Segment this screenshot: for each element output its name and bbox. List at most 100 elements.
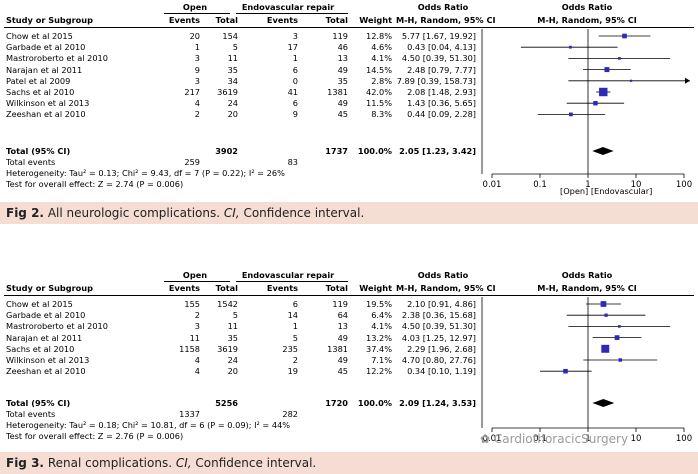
study-column-header: Study or Subgroup	[6, 283, 94, 293]
total-endo: 49	[337, 98, 348, 109]
pooled-diamond	[592, 147, 614, 155]
total-open: 35	[227, 64, 238, 75]
total-ci: 2.05 [1.23, 3.42]	[399, 146, 476, 156]
total-open: 1542	[217, 299, 238, 309]
study-marker	[629, 79, 633, 82]
total-open: 3619	[217, 343, 238, 354]
events-header-endo: Events	[266, 15, 298, 25]
total-weight: 100.0%	[357, 398, 392, 408]
weight-value: 14.5%	[365, 64, 392, 75]
or-column-title: Odds Ratio	[417, 270, 469, 280]
pooled-diamond	[592, 399, 615, 407]
weight-value: 19.5%	[365, 299, 392, 309]
or-ci-value: 4.70 [0.80, 27.76]	[401, 355, 476, 365]
total-events-endo: 83	[287, 157, 298, 167]
total-open: 35	[227, 332, 238, 343]
total-open: 11	[227, 321, 238, 332]
study-name: Narajan et al 2011	[6, 332, 83, 343]
x-tick-label: 0.1	[533, 180, 547, 190]
total-endo: 45	[337, 109, 348, 120]
study-name: Garbade et al 2010	[6, 310, 86, 321]
events-endo: 1	[292, 321, 298, 332]
study-marker	[601, 344, 610, 353]
total-endo: 49	[337, 355, 348, 365]
events-open: 11	[189, 332, 200, 343]
weight-value: 11.5%	[365, 98, 392, 109]
study-marker	[604, 67, 610, 73]
weight-value: 8.3%	[371, 109, 392, 120]
or-ci-value: 2.48 [0.79, 7.77]	[407, 64, 476, 75]
total-label: Total (95% CI)	[6, 398, 71, 408]
events-header-open: Events	[168, 283, 200, 293]
caption-label: Fig 3.	[6, 456, 44, 470]
total-endo: 13	[337, 321, 348, 332]
or-ci-value: 0.43 [0.04, 4.13]	[407, 42, 476, 53]
study-marker	[622, 33, 627, 39]
total-open: 24	[227, 98, 238, 109]
total-header-endo: Total	[325, 15, 348, 25]
study-name: Sachs et al 2010	[6, 87, 75, 97]
or-plot-title: Odds Ratio	[561, 2, 613, 12]
header-rule	[4, 27, 694, 28]
total-endo: 1381	[327, 87, 348, 97]
or-ci-value: 5.77 [1.67, 19.92]	[401, 31, 476, 41]
x-tick-label: 10	[631, 180, 642, 190]
watermark-text: CardiothoracicSurgery	[493, 432, 629, 446]
or-plot-title: Odds Ratio	[561, 270, 613, 280]
study-name: Chow et al 2015	[6, 299, 73, 309]
weight-value: 37.4%	[365, 343, 392, 354]
x-tick-label: 10	[631, 434, 642, 444]
forest-plot-svg: 0.01 0.1 1 10 100	[481, 29, 692, 190]
study-marker	[618, 358, 622, 362]
total-open: 34	[227, 75, 238, 86]
or-ci-value: 2.08 [1.48, 2.93]	[407, 87, 476, 97]
events-endo: 5	[292, 332, 298, 343]
events-endo: 0	[292, 75, 298, 86]
x-tick-label: 0.01	[483, 434, 502, 444]
events-endo: 235	[282, 343, 298, 354]
weight-header: Weight	[359, 283, 392, 293]
or-ci-value: 4.50 [0.39, 51.30]	[401, 53, 476, 64]
study-name: Zeeshan et al 2010	[6, 366, 86, 377]
group-header-endovascular: Endovascular repair	[241, 2, 335, 12]
study-marker	[618, 325, 621, 328]
method-plot-header: M-H, Random, 95% CI	[537, 283, 637, 293]
weight-value: 2.8%	[371, 75, 392, 86]
header-underline	[236, 281, 348, 282]
total-endo: 45	[337, 366, 348, 377]
caption-text: All neurologic complications.	[44, 206, 224, 220]
total-n-endo: 1720	[325, 398, 348, 408]
forest-plot-svg: 0.01 0.1 1 10 100	[481, 297, 692, 444]
total-endo: 64	[337, 310, 348, 321]
wechat-icon: ✿	[480, 432, 491, 446]
total-endo: 13	[337, 53, 348, 64]
study-name: Chow et al 2015	[6, 31, 73, 41]
weight-value: 4.1%	[371, 53, 392, 64]
method-column-header: M-H, Random, 95% CI	[396, 283, 496, 293]
header-rule	[4, 295, 694, 296]
events-open: 1	[194, 42, 200, 53]
group-header-open: Open	[182, 270, 208, 280]
forest-plot-renal: Open Endovascular repair Odds Ratio Odds…	[0, 268, 698, 474]
events-open: 3	[194, 75, 200, 86]
overall-effect-text: Test for overall effect: Z = 2.76 (P = 0…	[6, 431, 184, 441]
total-weight: 100.0%	[357, 146, 392, 156]
or-ci-value: 0.44 [0.09, 2.28]	[407, 109, 476, 120]
study-marker	[604, 313, 608, 317]
total-endo: 49	[337, 332, 348, 343]
weight-value: 4.1%	[371, 321, 392, 332]
total-events-open: 259	[184, 157, 200, 167]
ci-arrow	[685, 77, 690, 84]
events-endo: 6	[292, 299, 298, 309]
group-header-open: Open	[182, 2, 208, 12]
events-endo: 17	[287, 42, 298, 53]
x-tick-label: 100	[676, 434, 692, 444]
events-endo: 3	[292, 31, 298, 41]
weight-value: 12.8%	[365, 31, 392, 41]
favours-labels: [Open] [Endovascular]	[560, 186, 653, 196]
caption-abbr: CI,	[175, 456, 192, 470]
total-endo: 119	[332, 299, 348, 309]
heterogeneity-text: Heterogeneity: Tau² = 0.18; Chi² = 10.81…	[6, 420, 291, 430]
study-name: Sachs et al 2010	[6, 343, 75, 354]
total-events-endo: 282	[282, 409, 298, 419]
